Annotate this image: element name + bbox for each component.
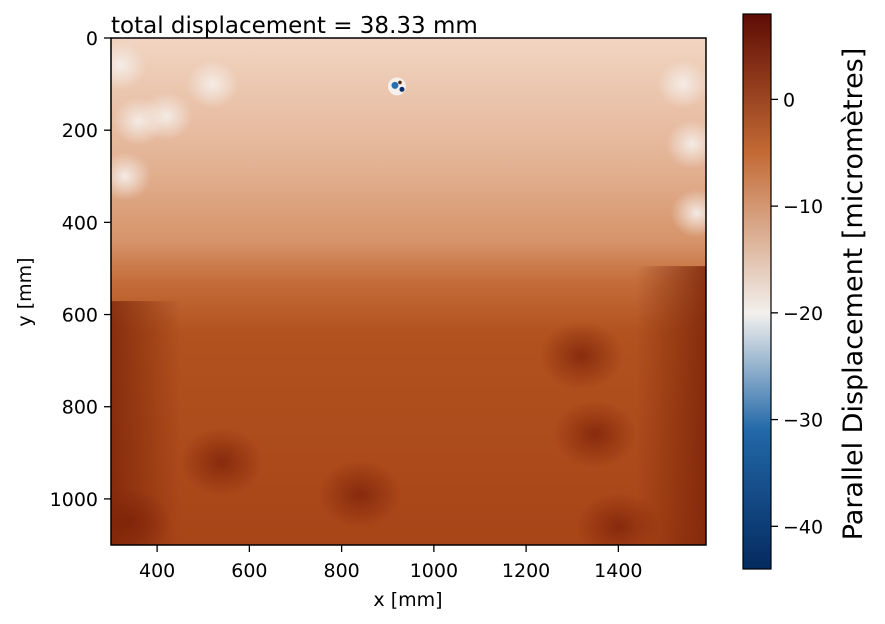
hotspot-core: [391, 81, 399, 89]
x-axis: 400 600 800 1000 1200 1400: [139, 545, 643, 582]
colorbar-tick-label: −10: [783, 196, 823, 218]
light-region: [140, 92, 193, 141]
hotspot-core: [399, 86, 405, 92]
hotspot-speck: [398, 80, 402, 85]
edge-shade-right: [636, 266, 706, 545]
x-tick-label: 400: [139, 560, 175, 582]
chart-title: total displacement = 38.33 mm: [111, 13, 478, 39]
dark-region: [179, 428, 264, 497]
x-tick-label: 800: [323, 560, 359, 582]
dark-region: [111, 487, 172, 545]
y-tick-label: 800: [62, 397, 98, 419]
dark-region: [553, 400, 638, 469]
colorbar-gradient: [742, 13, 772, 570]
dark-region: [318, 460, 403, 529]
dark-region: [576, 492, 661, 545]
colorbar-tick-label: 0: [783, 89, 795, 111]
y-tick-label: 1000: [50, 489, 98, 511]
x-tick-label: 1200: [502, 560, 550, 582]
plot-frame: [110, 37, 707, 546]
light-region: [111, 41, 147, 90]
x-tick-label: 600: [231, 560, 267, 582]
x-tick-label: 1000: [410, 560, 458, 582]
colorbar: 0 −10 −20 −30 −40 Parallel Displacement [mic…: [742, 13, 869, 570]
light-region: [111, 152, 151, 201]
y-tick-label: 600: [62, 305, 98, 327]
colorbar-tick-label: −20: [783, 303, 823, 325]
colorbar-label: Parallel Displacement [micromètres]: [838, 48, 869, 541]
light-region: [186, 60, 239, 109]
light-region: [670, 189, 706, 238]
y-axis-label: y [mm]: [14, 257, 36, 326]
light-region: [666, 120, 706, 169]
x-tick-label: 1400: [594, 560, 642, 582]
y-tick-label: 400: [62, 212, 98, 234]
heatmap-field: [111, 38, 706, 545]
y-tick-label: 0: [86, 28, 98, 50]
colorbar-tick-label: −30: [783, 410, 823, 432]
y-axis: 0 200 400 600 800 1000: [50, 28, 111, 511]
colorbar-tick-label: −40: [783, 516, 823, 538]
light-region: [656, 60, 706, 109]
x-axis-label: x [mm]: [373, 589, 442, 611]
y-tick-label: 200: [62, 120, 98, 142]
dark-region: [539, 322, 624, 391]
